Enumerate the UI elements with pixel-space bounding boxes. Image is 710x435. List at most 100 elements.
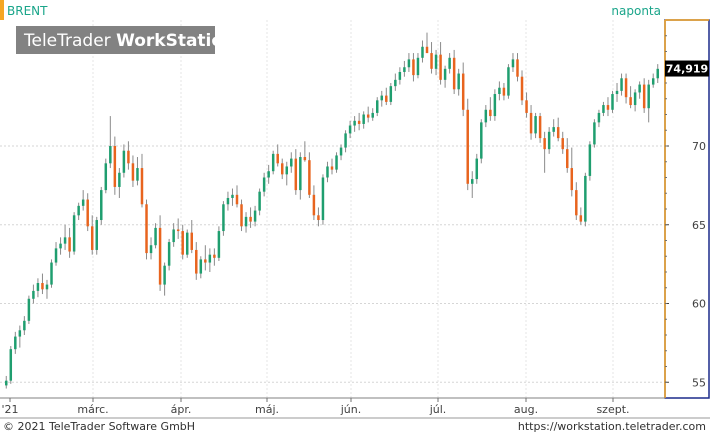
- candle-down[interactable]: [181, 224, 184, 260]
- candle-up[interactable]: [615, 83, 619, 102]
- candle-up[interactable]: [656, 64, 659, 83]
- candle-down[interactable]: [570, 147, 574, 197]
- candle-up[interactable]: [593, 119, 596, 148]
- candle-up[interactable]: [403, 60, 406, 77]
- candle-up[interactable]: [335, 152, 338, 173]
- candle-up[interactable]: [394, 73, 397, 91]
- candle-up[interactable]: [498, 81, 501, 101]
- candle-down[interactable]: [412, 53, 415, 82]
- candle-up[interactable]: [362, 111, 365, 129]
- candle-down[interactable]: [330, 158, 334, 175]
- candle-up[interactable]: [81, 190, 85, 211]
- candle-down[interactable]: [317, 207, 320, 227]
- candle-up[interactable]: [375, 97, 379, 117]
- candle-up[interactable]: [231, 188, 234, 206]
- candle-down[interactable]: [280, 158, 284, 180]
- candle-up[interactable]: [244, 212, 248, 233]
- candle-up[interactable]: [602, 101, 605, 117]
- candle-up[interactable]: [353, 116, 356, 132]
- candle-up[interactable]: [321, 174, 325, 225]
- candle-down[interactable]: [556, 117, 560, 142]
- candle-up[interactable]: [389, 83, 393, 106]
- candle-up[interactable]: [109, 116, 112, 169]
- candle-down[interactable]: [145, 199, 148, 260]
- candle-down[interactable]: [113, 136, 117, 195]
- candle-down[interactable]: [90, 215, 94, 255]
- candle-up[interactable]: [27, 295, 31, 324]
- candle-up[interactable]: [5, 375, 8, 389]
- candle-down[interactable]: [520, 70, 524, 106]
- candle-up[interactable]: [633, 89, 637, 112]
- candle-up[interactable]: [457, 68, 460, 96]
- instrument-label[interactable]: BRENT: [7, 4, 48, 18]
- candle-up[interactable]: [222, 201, 225, 236]
- candle-up[interactable]: [507, 64, 510, 99]
- candle-up[interactable]: [407, 53, 411, 72]
- candle-down[interactable]: [461, 62, 465, 117]
- candle-down[interactable]: [516, 53, 519, 82]
- candle-up[interactable]: [50, 259, 53, 288]
- candle-up[interactable]: [95, 216, 98, 255]
- candle-down[interactable]: [425, 32, 429, 54]
- candle-down[interactable]: [249, 207, 252, 228]
- candle-up[interactable]: [290, 152, 293, 173]
- candle-up[interactable]: [253, 205, 257, 227]
- candle-up[interactable]: [271, 150, 275, 175]
- candle-down[interactable]: [312, 185, 316, 221]
- candle-up[interactable]: [647, 79, 650, 123]
- candle-up[interactable]: [611, 90, 614, 113]
- candle-up[interactable]: [448, 53, 451, 74]
- candle-down[interactable]: [575, 182, 578, 221]
- candle-up[interactable]: [154, 223, 157, 249]
- candle-up[interactable]: [149, 237, 153, 260]
- candle-up[interactable]: [584, 172, 587, 227]
- candle-down[interactable]: [176, 218, 180, 239]
- candle-up[interactable]: [136, 157, 139, 186]
- candle-up[interactable]: [443, 65, 447, 88]
- candle-down[interactable]: [204, 245, 207, 271]
- candle-down[interactable]: [579, 207, 583, 225]
- candle-up[interactable]: [493, 89, 497, 121]
- candle-up[interactable]: [63, 224, 67, 250]
- candle-down[interactable]: [127, 141, 130, 170]
- candle-up[interactable]: [23, 316, 26, 335]
- candle-down[interactable]: [240, 199, 243, 232]
- candle-down[interactable]: [566, 138, 569, 173]
- candle-up[interactable]: [267, 164, 270, 184]
- candle-up[interactable]: [344, 130, 347, 153]
- candle-down[interactable]: [366, 106, 370, 123]
- candle-down[interactable]: [235, 185, 239, 208]
- candle-up[interactable]: [484, 105, 488, 128]
- candle-down[interactable]: [308, 152, 311, 198]
- candle-up[interactable]: [32, 284, 35, 304]
- candle-up[interactable]: [534, 112, 537, 139]
- candle-down[interactable]: [489, 97, 492, 121]
- candle-up[interactable]: [45, 279, 49, 299]
- candle-up[interactable]: [285, 161, 289, 186]
- candle-down[interactable]: [502, 83, 506, 101]
- candle-up[interactable]: [122, 144, 126, 178]
- candle-down[interactable]: [529, 105, 533, 140]
- candle-up[interactable]: [371, 108, 374, 121]
- candle-up[interactable]: [104, 158, 108, 194]
- candle-up[interactable]: [163, 262, 166, 296]
- source-url-link[interactable]: https://workstation.teletrader.com: [518, 420, 706, 433]
- candle-up[interactable]: [511, 53, 515, 72]
- candle-down[interactable]: [538, 112, 542, 143]
- candle-up[interactable]: [226, 191, 230, 211]
- candle-down[interactable]: [629, 86, 632, 109]
- candle-down[interactable]: [41, 273, 44, 295]
- candle-down[interactable]: [140, 153, 144, 208]
- candle-up[interactable]: [416, 53, 420, 79]
- candle-up[interactable]: [9, 346, 13, 384]
- candle-up[interactable]: [597, 109, 601, 128]
- candle-up[interactable]: [421, 40, 424, 63]
- candle-up[interactable]: [258, 188, 261, 216]
- candle-up[interactable]: [299, 152, 302, 200]
- candle-up[interactable]: [217, 226, 221, 261]
- candle-down[interactable]: [195, 242, 198, 280]
- candle-down[interactable]: [430, 42, 433, 74]
- candle-down[interactable]: [294, 149, 298, 195]
- candle-down[interactable]: [525, 92, 528, 118]
- candle-up[interactable]: [552, 119, 555, 137]
